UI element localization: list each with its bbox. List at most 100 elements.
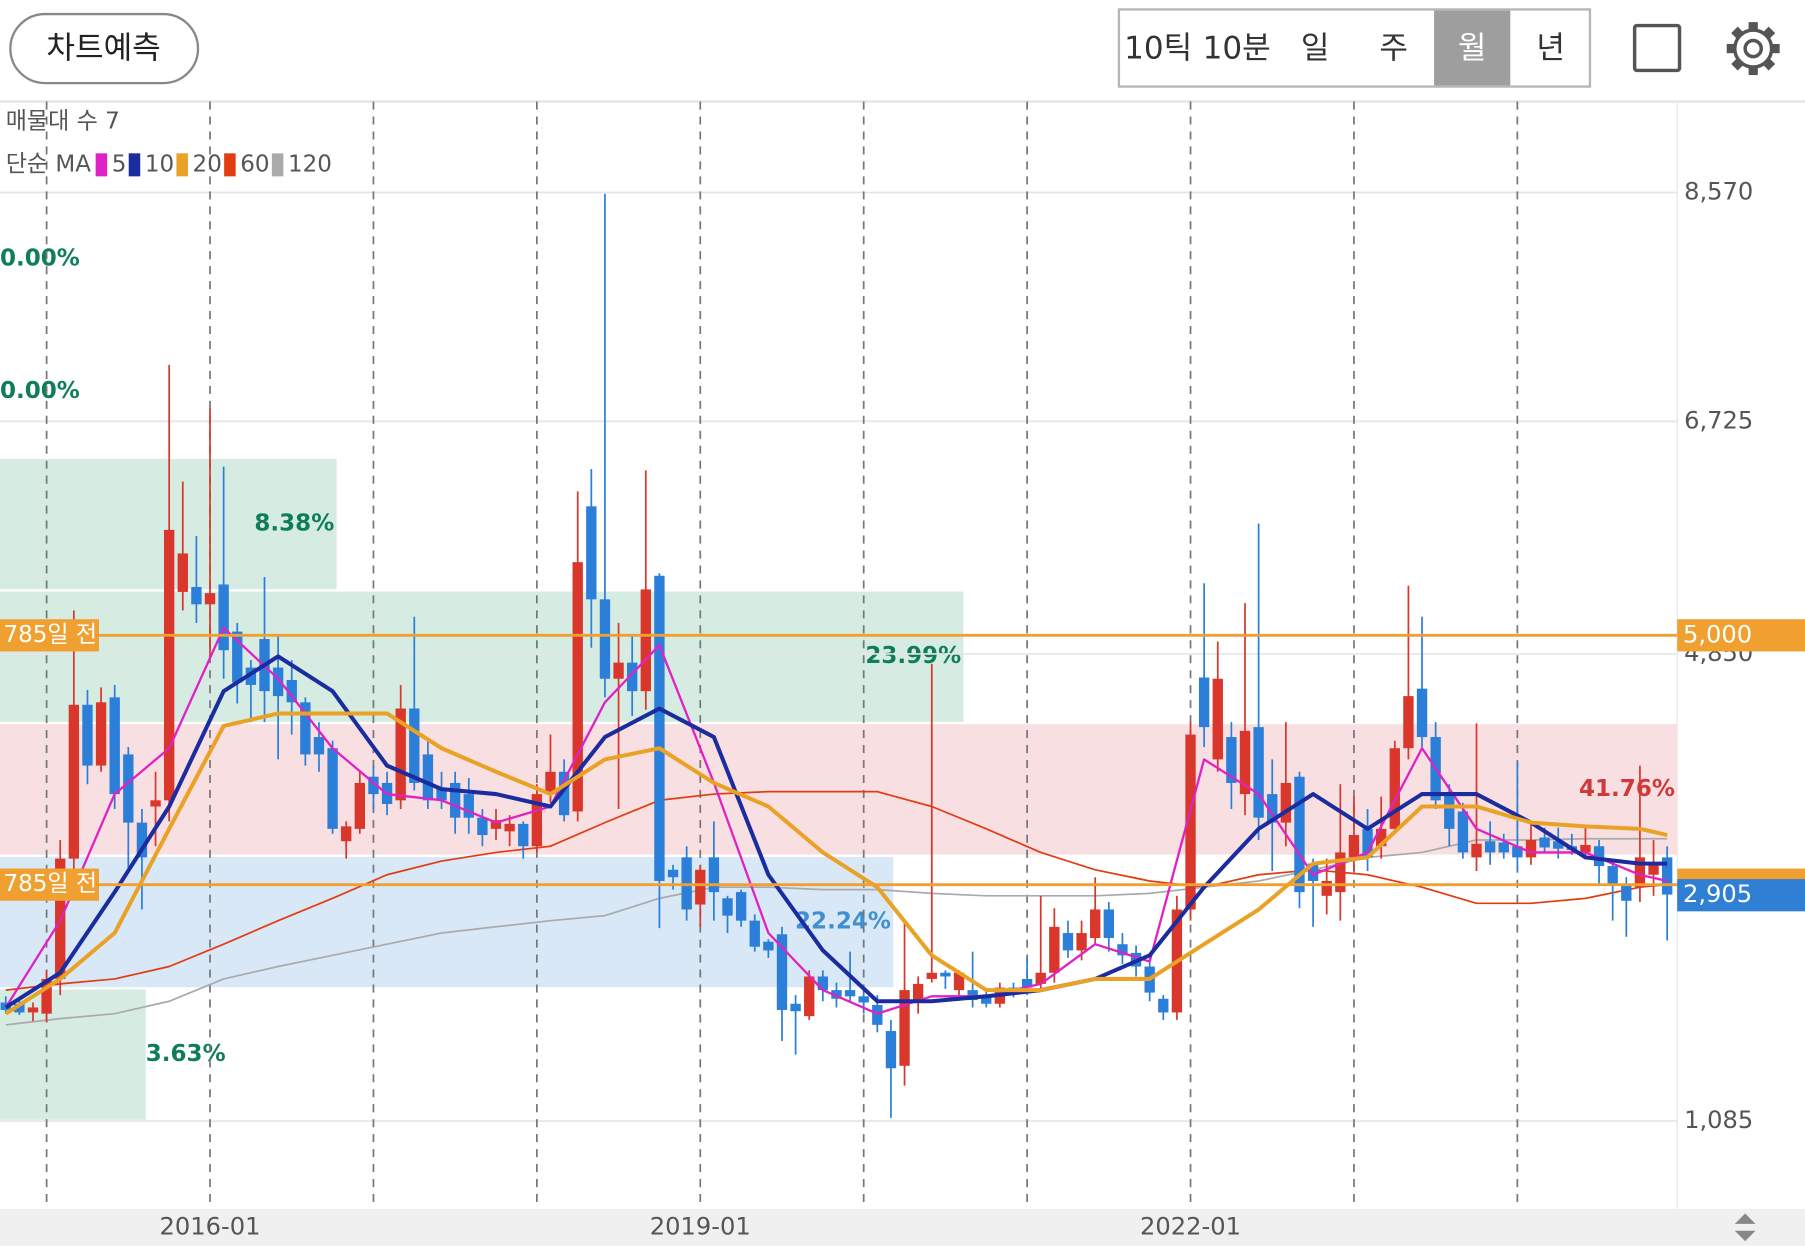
period-option[interactable]: 일 (1301, 31, 1330, 67)
candle-body (191, 586, 202, 605)
plot: 0.00% 0.00% 8.38% 23.99% 41.76% 22.24% 3.63% 8,… (0, 101, 1805, 1240)
candle-body (395, 708, 406, 801)
candle-body (1348, 835, 1360, 858)
candle-body (1158, 998, 1169, 1013)
candle-body (572, 562, 583, 812)
candle-body (817, 976, 829, 991)
current-price-tag (1677, 879, 1805, 912)
candle-body (1307, 863, 1319, 881)
volume-profile-label: 23.99% (865, 643, 961, 669)
candle-body (640, 589, 651, 692)
candle-body (1321, 880, 1332, 896)
candle-body (545, 771, 556, 795)
candle-body (1362, 828, 1373, 858)
candle-body (749, 920, 760, 947)
candle-body (41, 978, 52, 1014)
candle-body (1484, 841, 1496, 853)
gear-tooth (1748, 65, 1758, 76)
legend-label: 60 (240, 151, 269, 177)
legend-swatch (176, 153, 188, 177)
candle-body (899, 990, 910, 1066)
candle-body (177, 553, 188, 592)
candle-body (245, 667, 257, 685)
volume-profile-label: 8.38% (254, 511, 334, 537)
volume-profile-label: 0.00% (0, 378, 80, 404)
volume-profile-bar (0, 856, 894, 988)
legend-label: 120 (288, 151, 332, 177)
candle-body (1198, 677, 1210, 728)
candle-body (163, 529, 175, 801)
candle-body (477, 817, 488, 836)
candle-body (735, 892, 747, 921)
candle-body (218, 584, 229, 651)
candle-body (27, 1007, 39, 1013)
current-price-label: 2,905 (1683, 880, 1752, 908)
gear-tooth (1731, 57, 1745, 71)
period-option[interactable]: 주 (1379, 31, 1408, 67)
candle-body (1403, 696, 1414, 749)
candle-body (1376, 828, 1387, 847)
candle-body (1062, 933, 1074, 951)
candle-body (272, 667, 284, 697)
candle-body (1239, 730, 1251, 795)
candle-body (1117, 944, 1128, 956)
fullscreen-icon[interactable] (1632, 23, 1682, 73)
candle-body (1389, 748, 1400, 829)
candle-body (1049, 926, 1060, 973)
candle-body (409, 708, 420, 783)
candle-body (940, 972, 951, 977)
scroll-handle[interactable] (1734, 1213, 1756, 1242)
scroll-arrows (1734, 1213, 1756, 1242)
legend-label: 5 (112, 151, 127, 177)
candle-body (1035, 972, 1046, 984)
candle-body (123, 754, 134, 823)
candle-body (586, 506, 597, 600)
candle-body (1294, 776, 1305, 893)
ma-line (4, 654, 1668, 1010)
predict-button-label[interactable]: 차트예측 (46, 31, 160, 67)
candle-body (776, 934, 788, 1010)
candle-body (1512, 846, 1523, 858)
candle-body (1185, 734, 1196, 910)
candle-body (722, 898, 733, 916)
period-selector: 10틱 10분 일 주 월 년 (1117, 8, 1592, 88)
period-option[interactable]: 10틱 (1124, 31, 1192, 67)
candle-body (232, 631, 243, 683)
candle-body (150, 800, 161, 807)
predict-button[interactable] (9, 12, 200, 85)
price-line-axis-tag (1677, 619, 1805, 652)
candle-body (82, 704, 93, 766)
volume-profile-bar (0, 591, 964, 722)
gear-tooth (1770, 43, 1780, 54)
candle-body (1580, 844, 1591, 853)
candle-body (286, 679, 297, 703)
candle-body (654, 575, 665, 881)
volume-profile-label: 0.00% (0, 245, 80, 271)
candle-body (463, 794, 474, 818)
candle-body (981, 996, 992, 1004)
candle-body (518, 823, 529, 847)
candle-body (1498, 842, 1509, 853)
candle-body (95, 702, 107, 766)
candle-body (1525, 840, 1537, 858)
candle-body (1539, 837, 1550, 848)
x-tick-label: 2016-01 (160, 1212, 261, 1240)
candle-body (804, 976, 815, 1017)
candle-body (1280, 782, 1292, 823)
candle-body (136, 822, 148, 858)
period-option[interactable]: 월 (1458, 31, 1487, 67)
candle-body (354, 782, 366, 829)
candle-body (695, 869, 706, 905)
candle-body (1335, 852, 1346, 893)
candle-body (368, 776, 379, 795)
price-line-label: 785일 전 (3, 871, 97, 897)
candle-body (1634, 857, 1646, 888)
period-option[interactable]: 10분 (1203, 31, 1271, 67)
price-line-tag (0, 868, 99, 901)
candle-body (558, 771, 570, 816)
x-tick-label: 2019-01 (650, 1212, 751, 1240)
volume-profile-bar (0, 724, 1678, 855)
period-option[interactable]: 년 (1536, 31, 1565, 67)
legend-label: 20 (193, 151, 222, 177)
